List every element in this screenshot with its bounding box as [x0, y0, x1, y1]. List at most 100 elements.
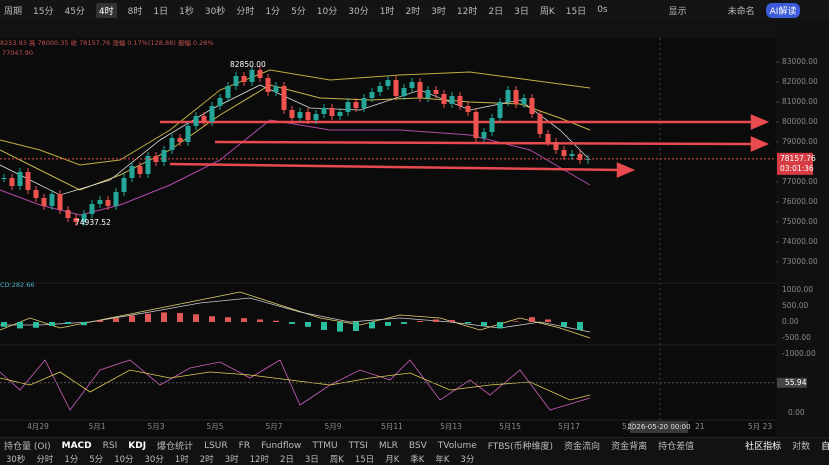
period-button[interactable]: 10分	[114, 454, 134, 465]
period-button[interactable]: 15日	[565, 6, 587, 17]
period-button[interactable]: 3分	[460, 454, 475, 465]
date-label: 5月7	[265, 422, 282, 431]
display-button[interactable]: 显示	[668, 6, 687, 17]
macd-bar	[305, 322, 311, 327]
indicator-button[interactable]: LSUR	[204, 440, 228, 451]
period-button[interactable]: 年K	[435, 454, 450, 465]
macd-bar	[113, 318, 119, 322]
period-button[interactable]: 15分	[33, 6, 54, 17]
price-tick-label: 76000.00	[782, 197, 818, 206]
indicator-button[interactable]: 持仓差值	[658, 442, 695, 452]
indicator-button[interactable]: RSI	[102, 440, 118, 451]
period-button[interactable]: 4时	[95, 2, 117, 18]
period-button[interactable]: 1分	[64, 454, 79, 465]
period-button[interactable]: 3日	[514, 6, 529, 17]
macd-bar	[385, 322, 391, 326]
indicator-button[interactable]: MLR	[378, 440, 398, 451]
indicator-button[interactable]: 资金流向	[564, 442, 601, 452]
period-button[interactable]: 30分	[144, 454, 164, 465]
price-tick-label: 81000.00	[782, 97, 818, 106]
period-button[interactable]: 2日	[279, 454, 294, 465]
macd-bar	[289, 322, 295, 324]
macd-bar	[353, 322, 359, 331]
period-button[interactable]: 15日	[354, 454, 375, 465]
period-button[interactable]: 2日	[488, 6, 504, 17]
period-button[interactable]: 1时	[174, 454, 189, 465]
period-button[interactable]: 3日	[304, 454, 319, 465]
indicator-button[interactable]: TTMU	[312, 440, 338, 451]
period-button[interactable]: 1秒	[179, 6, 194, 17]
period-button[interactable]: 2时	[405, 6, 421, 17]
period-button[interactable]: 1时	[379, 6, 395, 17]
period-button[interactable]: 1日	[153, 6, 169, 17]
candle	[9, 178, 15, 186]
kdj-tick-label: 0.00	[788, 408, 805, 417]
indicator-button[interactable]: FTBS(币种维度)	[487, 442, 554, 452]
ai-button[interactable]: AI解读	[765, 2, 801, 18]
indicator-button[interactable]: TTSI	[348, 440, 368, 451]
period-button[interactable]: 10分	[316, 6, 338, 17]
indicator-button[interactable]: KDJ	[128, 440, 147, 451]
period-button[interactable]: 0s	[597, 5, 608, 15]
indicator-button[interactable]: FR	[238, 440, 251, 451]
period-button[interactable]: 分时	[236, 6, 255, 17]
macd-bar	[497, 322, 503, 329]
candle	[89, 204, 95, 214]
macd-bar	[577, 322, 583, 330]
period-button[interactable]: 月K	[385, 454, 400, 465]
period-button[interactable]: 3时	[224, 454, 239, 465]
period-button[interactable]: 30秒	[6, 454, 26, 465]
candle	[201, 116, 207, 122]
candle	[121, 178, 127, 192]
candle	[529, 98, 535, 114]
indicator-button[interactable]: TVolume	[437, 440, 477, 451]
indicator-button[interactable]: 持仓量 (OI)	[4, 442, 51, 452]
date-label: 5月3	[147, 422, 164, 431]
candle	[49, 194, 55, 206]
community-button[interactable]: 社区指标	[745, 442, 782, 452]
candle	[497, 102, 503, 118]
macd-bar	[417, 321, 423, 322]
period-button[interactable]: 12时	[249, 454, 269, 465]
candle	[329, 108, 335, 116]
period-button[interactable]: 周期	[4, 6, 23, 17]
boll-lower	[0, 119, 591, 216]
period-button[interactable]: 1分	[265, 6, 281, 17]
period-button[interactable]: 5分	[89, 454, 104, 465]
date-label: 5月17	[558, 422, 580, 431]
period-button[interactable]: 8时	[127, 6, 143, 17]
candle	[161, 150, 167, 162]
candle	[1, 178, 7, 179]
period-button[interactable]: 周K	[539, 6, 555, 17]
auto-toggle[interactable]: 自动	[821, 439, 829, 452]
macd-bar	[17, 322, 23, 329]
price-tick-label: 82000.00	[782, 77, 818, 86]
indicator-button[interactable]: Fundflow	[261, 440, 302, 451]
candle	[409, 82, 415, 88]
period-button[interactable]: 30分	[348, 6, 369, 17]
indicator-button[interactable]: 资金背离	[611, 442, 648, 452]
period-button[interactable]: 30秒	[204, 6, 226, 17]
layout-name[interactable]: 未命名	[727, 6, 755, 17]
macd-label: CD:282.66	[0, 281, 34, 289]
period-button[interactable]: 周K	[329, 454, 344, 465]
macd-dif	[0, 291, 591, 339]
candle	[81, 214, 87, 222]
log-toggle[interactable]: 对数	[792, 442, 811, 452]
indicator-button[interactable]: MACD	[61, 440, 92, 451]
period-button[interactable]: 5分	[291, 6, 306, 17]
period-button[interactable]: 12时	[456, 6, 478, 17]
period-button[interactable]: 45分	[64, 6, 85, 17]
macd-tick-label: -1000.00	[782, 349, 816, 358]
macd-tick-label: 0.00	[782, 317, 799, 326]
period-button[interactable]: 2时	[199, 454, 214, 465]
period-button[interactable]: 季K	[410, 454, 425, 465]
indicator-button[interactable]: BSV	[408, 440, 427, 451]
indicator-button[interactable]: 爆仓统计	[157, 442, 194, 452]
macd-bar	[81, 322, 87, 326]
candle	[281, 86, 287, 110]
period-button[interactable]: 分时	[36, 454, 54, 465]
candle	[25, 172, 31, 190]
period-button[interactable]: 3时	[431, 6, 446, 17]
macd-bar	[49, 322, 55, 326]
